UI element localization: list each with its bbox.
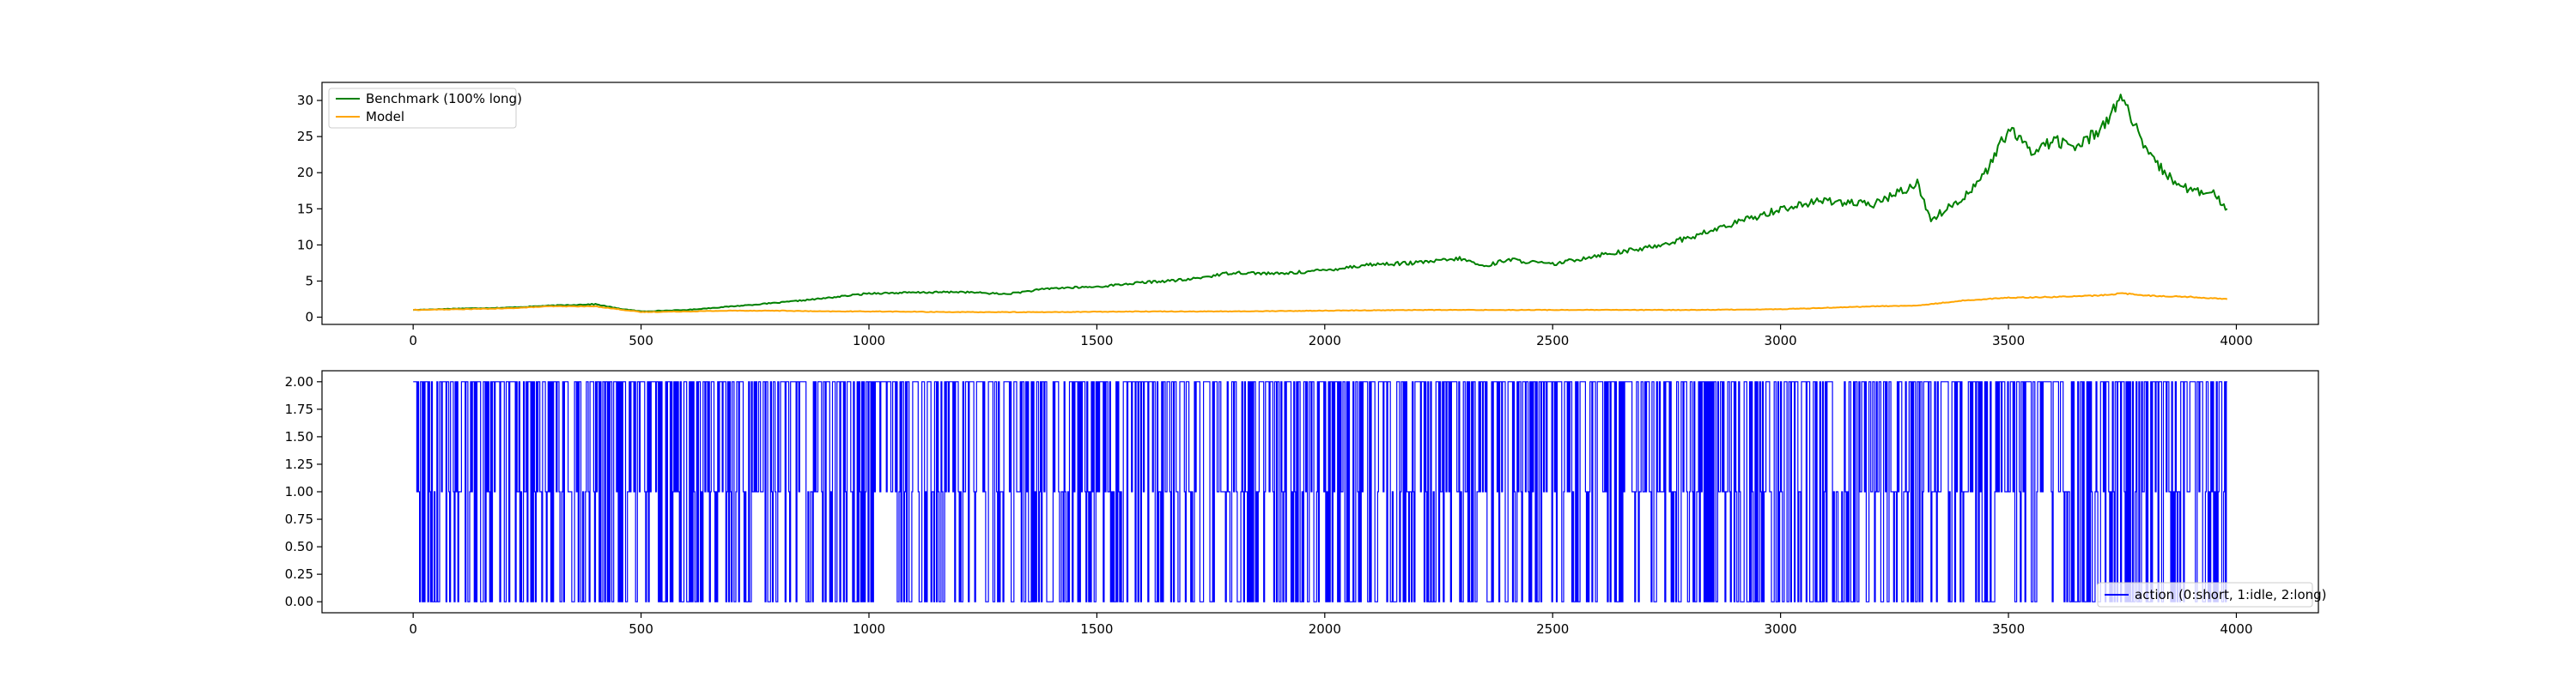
y-tick-label: 25 xyxy=(297,129,313,144)
legend-box xyxy=(2097,582,2313,608)
plot-area-frame xyxy=(321,82,2319,325)
series-lines xyxy=(413,381,2227,602)
x-tick-label: 3500 xyxy=(1992,621,2025,637)
x-tick-label: 2500 xyxy=(1536,621,1569,637)
x-tick-label: 500 xyxy=(629,621,653,637)
legend-box xyxy=(328,88,517,129)
x-tick-label: 2000 xyxy=(1309,333,1341,348)
series-lines xyxy=(412,94,2228,313)
y-tick-label: 10 xyxy=(297,237,313,252)
plot-area-frame xyxy=(321,370,2319,614)
y-axis-ticks: 0.00 0.25 0.50 0.75 1.00 1.25 1.50 1.75 2.00 xyxy=(285,374,322,609)
x-axis-ticks: 0 500 1000 1500 2000 2500 3000 3500 4000 xyxy=(409,613,2253,637)
x-tick-label: 4000 xyxy=(2220,333,2252,348)
y-tick-label: 20 xyxy=(297,165,313,180)
x-tick-label: 3000 xyxy=(1765,621,1797,637)
x-axis-ticks: 0 500 1000 1500 2000 2500 3000 3500 4000 xyxy=(409,324,2253,348)
y-tick-label: 5 xyxy=(305,273,313,288)
x-tick-label: 500 xyxy=(629,333,653,348)
y-tick-label: 0.75 xyxy=(285,511,313,527)
y-tick-label: 30 xyxy=(297,93,313,108)
x-tick-label: 1500 xyxy=(1080,333,1113,348)
legend-label-action: action (0:short, 1:idle, 2:long) xyxy=(2135,587,2327,602)
y-tick-label: 1.75 xyxy=(285,402,313,417)
x-tick-label: 3000 xyxy=(1765,333,1797,348)
model-line xyxy=(412,292,2227,313)
y-tick-label: 0.50 xyxy=(285,539,313,554)
x-tick-label: 2500 xyxy=(1536,333,1569,348)
benchmark-line xyxy=(413,94,2228,312)
x-tick-label: 0 xyxy=(409,333,417,348)
legend-label-benchmark: Benchmark (100% long) xyxy=(366,91,522,106)
x-tick-label: 1000 xyxy=(853,333,885,348)
legend: action (0:short, 1:idle, 2:long) xyxy=(2097,582,2327,608)
x-tick-label: 4000 xyxy=(2220,621,2252,637)
y-tick-label: 0.25 xyxy=(285,566,313,582)
action-line xyxy=(413,381,2227,602)
x-tick-label: 1000 xyxy=(853,621,885,637)
legend: Benchmark (100% long) Model xyxy=(328,88,522,129)
y-tick-label: 0.00 xyxy=(285,594,313,609)
y-tick-label: 0 xyxy=(305,310,313,325)
x-tick-label: 2000 xyxy=(1309,621,1341,637)
y-tick-label: 1.25 xyxy=(285,457,313,472)
legend-label-model: Model xyxy=(366,109,404,124)
y-tick-label: 15 xyxy=(297,201,313,216)
price-comparison-chart: 0 500 1000 1500 2000 2500 3000 3500 4000 0 5 10 15 2… xyxy=(297,82,2319,348)
y-tick-label: 1.00 xyxy=(285,484,313,499)
y-axis-ticks: 0 5 10 15 20 25 30 xyxy=(297,93,322,325)
x-tick-label: 0 xyxy=(409,621,417,637)
action-chart: 0 500 1000 1500 2000 2500 3000 3500 4000 0.00 0.2… xyxy=(285,370,2327,637)
x-tick-label: 3500 xyxy=(1992,333,2025,348)
y-tick-label: 1.50 xyxy=(285,429,313,445)
y-tick-label: 2.00 xyxy=(285,374,313,390)
x-tick-label: 1500 xyxy=(1080,621,1113,637)
